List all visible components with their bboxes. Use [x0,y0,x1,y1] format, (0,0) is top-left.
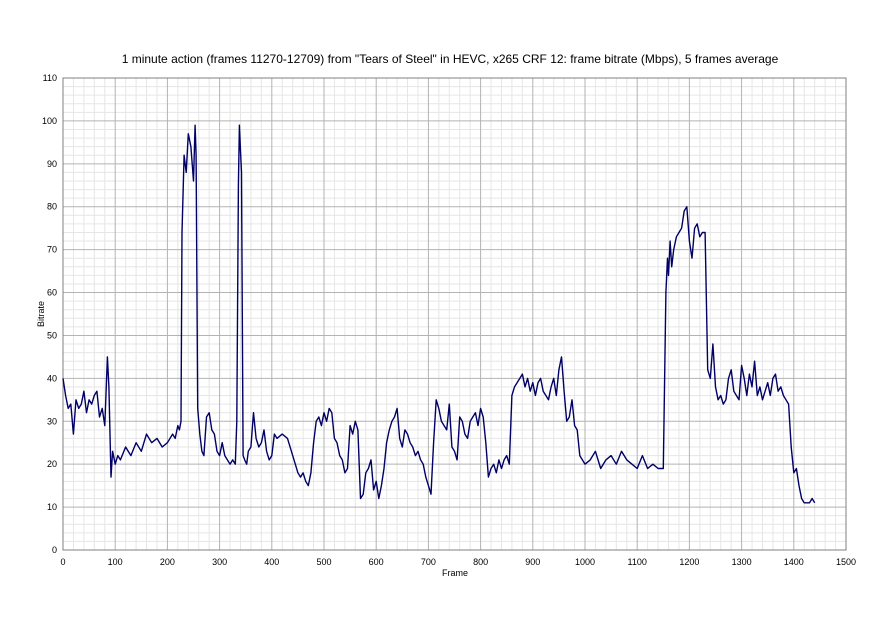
x-tick-label: 800 [473,557,488,567]
minor-gridlines [63,78,846,550]
x-tick-label: 1000 [575,557,595,567]
x-tick-label: 100 [108,557,123,567]
bitrate-series-line [62,124,816,504]
x-tick-label: 300 [212,557,227,567]
y-tick-label: 100 [42,116,57,126]
y-tick-label: 50 [47,330,57,340]
y-axis-label: Bitrate [36,301,46,327]
x-tick-label: 400 [264,557,279,567]
x-tick-label: 1500 [836,557,856,567]
x-tick-label: 700 [421,557,436,567]
x-tick-label: 500 [316,557,331,567]
x-tick-label: 200 [160,557,175,567]
y-tick-label: 110 [43,73,57,83]
x-tick-label: 0 [60,557,65,567]
x-tick-label: 1400 [784,557,804,567]
y-tick-label: 40 [47,373,57,383]
y-tick-label: 10 [47,502,57,512]
y-axis-ticks: 0 10 20 30 40 50 60 70 80 90 100 110 [42,73,57,555]
x-tick-label: 900 [525,557,540,567]
y-tick-label: 70 [47,245,57,255]
y-tick-label: 60 [47,288,57,298]
x-axis-ticks: 0 100 200 300 400 500 600 700 800 900 1000 1100 1200… [60,557,856,567]
y-tick-label: 30 [47,416,57,426]
y-tick-label: 80 [47,202,57,212]
x-axis-label: Frame [442,568,468,578]
x-tick-label: 1300 [732,557,752,567]
y-tick-label: 90 [47,159,57,169]
chart-title: 1 minute action (frames 11270-12709) fro… [122,52,779,66]
x-tick-label: 1100 [628,557,647,567]
x-tick-label: 1200 [679,557,699,567]
y-tick-label: 20 [47,459,57,469]
x-tick-label: 600 [369,557,384,567]
plot-area-border [62,77,847,551]
y-tick-label: 0 [52,545,57,555]
major-gridlines [62,77,847,551]
